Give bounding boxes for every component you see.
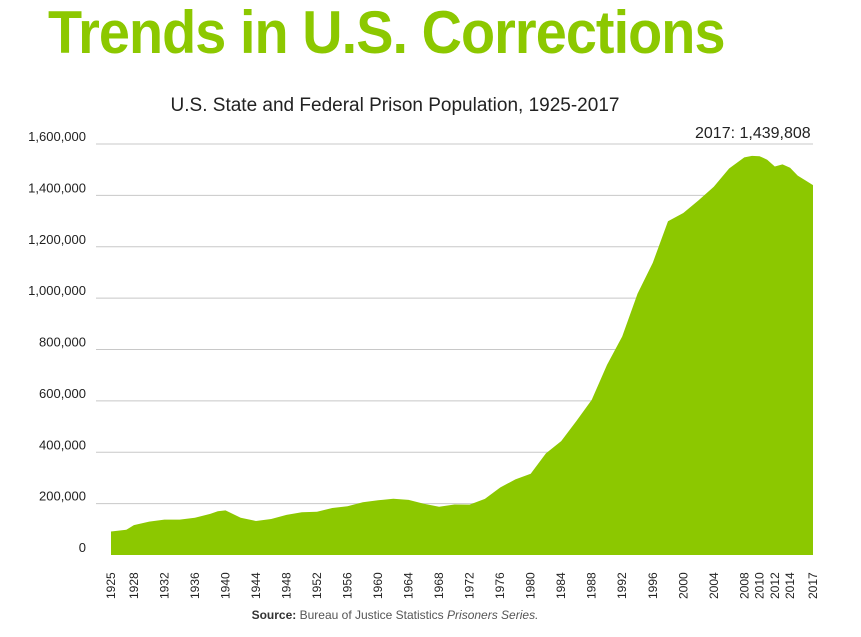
x-tick-label: 1972 [463, 572, 477, 599]
x-tick-label: 2008 [737, 572, 751, 599]
y-tick-label: 1,400,000 [28, 180, 86, 195]
source-text: Bureau of Justice Statistics [299, 608, 444, 622]
y-tick-label: 200,000 [39, 489, 86, 504]
x-tick-label: 1968 [432, 572, 446, 599]
x-tick-label: 1940 [219, 572, 233, 599]
y-tick-label: 1,200,000 [28, 232, 86, 247]
x-tick-label: 2000 [676, 572, 690, 599]
x-tick-label: 1988 [585, 572, 599, 599]
x-tick-label: 1952 [310, 572, 324, 599]
y-tick-label: 1,000,000 [28, 283, 86, 298]
x-tick-label: 1925 [104, 572, 118, 599]
x-tick-label: 1996 [646, 572, 660, 599]
x-tick-label: 1928 [127, 572, 141, 599]
y-tick-label: 0 [79, 540, 86, 555]
chart-title: U.S. State and Federal Prison Population… [171, 95, 620, 116]
population-area [111, 155, 813, 555]
x-tick-label: 1976 [493, 572, 507, 599]
x-axis-ticks: 1925 1928 1932 1936 1940 1944 1948 1952 1956 1960… [104, 572, 820, 599]
y-tick-label: 600,000 [39, 386, 86, 401]
x-tick-label: 2014 [783, 572, 797, 599]
source-italic: Prisoners Series. [447, 608, 539, 622]
x-tick-label: 1936 [188, 572, 202, 599]
x-tick-label: 2004 [707, 572, 721, 599]
x-tick-label: 1932 [157, 572, 171, 599]
x-tick-label: 1964 [402, 572, 416, 599]
x-tick-label: 1956 [341, 572, 355, 599]
x-tick-label: 1992 [615, 572, 629, 599]
end-annotation: 2017: 1,439,808 [695, 125, 811, 142]
y-axis-ticks: 0 200,000 400,000 600,000 800,000 1,000,000 1,… [28, 129, 86, 555]
x-tick-label: 1948 [280, 572, 294, 599]
x-tick-label: 2012 [768, 572, 782, 599]
source-note: Source: Bureau of Justice Statistics Pri… [0, 608, 790, 622]
x-tick-label: 1984 [554, 572, 568, 599]
x-tick-label: 1944 [249, 572, 263, 599]
source-label: Source: [251, 608, 297, 622]
y-tick-label: 800,000 [39, 335, 86, 350]
x-tick-label: 1960 [371, 572, 385, 599]
x-tick-label: 1980 [524, 572, 538, 599]
x-tick-label: 2017 [806, 572, 820, 599]
headline: Trends in U.S. Corrections [48, 0, 726, 66]
y-tick-label: 400,000 [39, 437, 86, 452]
x-tick-label: 2010 [753, 572, 767, 599]
grid-lines [96, 143, 813, 505]
y-tick-label: 1,600,000 [28, 129, 86, 144]
